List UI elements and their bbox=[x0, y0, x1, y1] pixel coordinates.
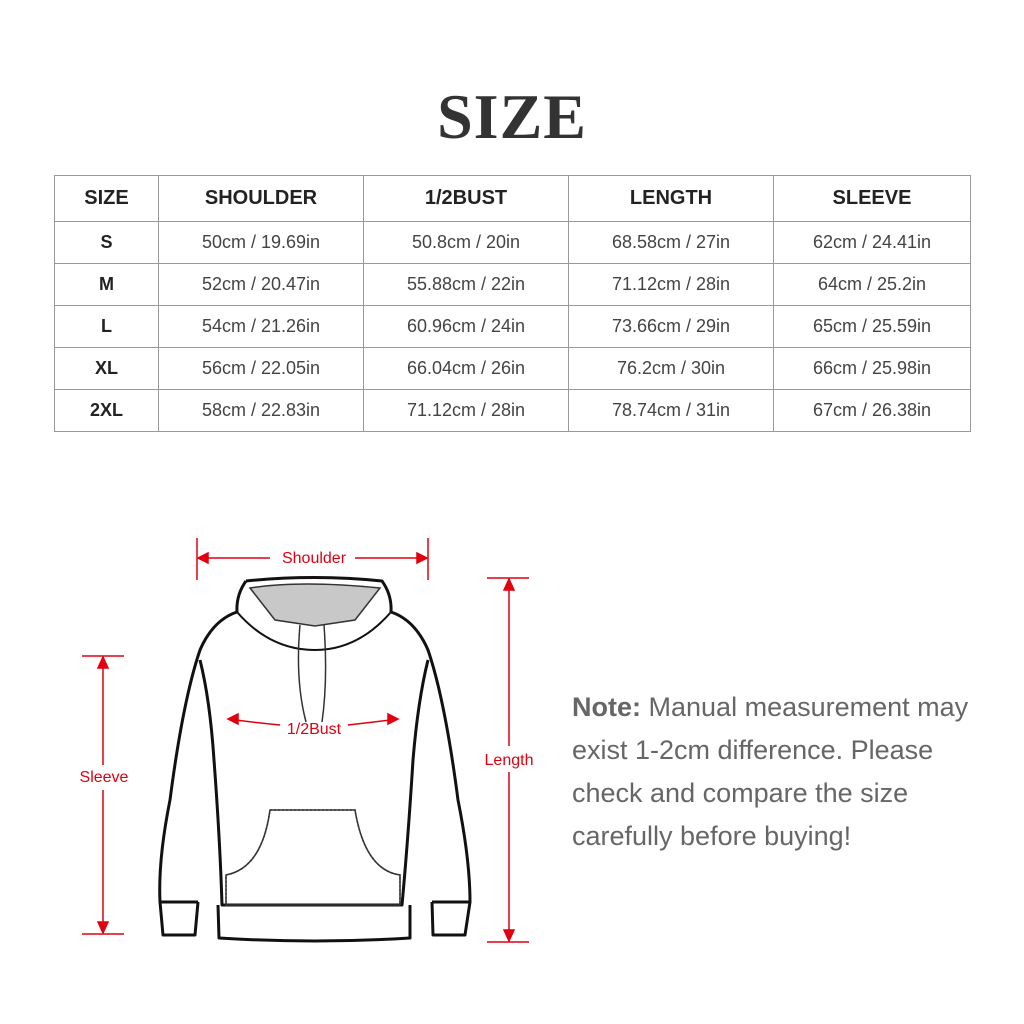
size-cell: S bbox=[54, 221, 159, 264]
note-text: Manual measurement may exist 1-2cm diffe… bbox=[572, 692, 969, 851]
measure-cell: 66cm / 25.98in bbox=[773, 347, 971, 390]
table-row: S 50cm / 19.69in 50.8cm / 20in 68.58cm / 27… bbox=[54, 221, 971, 264]
header-size: SIZE bbox=[54, 175, 159, 222]
hoodie-outline-icon bbox=[158, 576, 472, 943]
header-shoulder: SHOULDER bbox=[158, 175, 364, 222]
size-cell: 2XL bbox=[54, 389, 159, 432]
hood-lining bbox=[248, 583, 382, 627]
measure-lines bbox=[82, 538, 529, 943]
pocket bbox=[225, 809, 401, 906]
table-row: M 52cm / 20.47in 55.88cm / 22in 71.12cm / 2… bbox=[54, 263, 971, 306]
pocket-outline bbox=[225, 809, 401, 906]
table-header-row: SIZE SHOULDER 1/2BUST LENGTH SLEEVE bbox=[54, 175, 971, 222]
page-title: SIZE bbox=[437, 81, 587, 152]
drawstring-right bbox=[321, 624, 327, 723]
table-row: L 54cm / 21.26in 60.96cm / 24in 73.66cm / 2… bbox=[54, 305, 971, 348]
measure-cell: 68.58cm / 27in bbox=[568, 221, 774, 264]
measure-cell: 55.88cm / 22in bbox=[363, 263, 569, 306]
sleeve-label: Sleeve bbox=[80, 769, 129, 786]
measure-cell: 58cm / 22.83in bbox=[158, 389, 364, 432]
table-row: 2XL 58cm / 22.83in 71.12cm / 28in 78.74cm /… bbox=[54, 389, 971, 432]
length-label: Length bbox=[485, 752, 534, 769]
shoulder-label: Shoulder bbox=[282, 550, 347, 567]
measure-cell: 73.66cm / 29in bbox=[568, 305, 774, 348]
measure-cell: 56cm / 22.05in bbox=[158, 347, 364, 390]
measure-cell: 54cm / 21.26in bbox=[158, 305, 364, 348]
measure-cell: 71.12cm / 28in bbox=[363, 389, 569, 432]
drawstring-left bbox=[297, 624, 307, 723]
measure-cell: 67cm / 26.38in bbox=[773, 389, 971, 432]
measure-cell: 52cm / 20.47in bbox=[158, 263, 364, 306]
size-cell: M bbox=[54, 263, 159, 306]
measure-cell: 71.12cm / 28in bbox=[568, 263, 774, 306]
measure-cell: 65cm / 25.59in bbox=[773, 305, 971, 348]
note: Note: Manual measurement may exist 1-2cm… bbox=[572, 686, 972, 858]
measure-cell: 50cm / 19.69in bbox=[158, 221, 364, 264]
size-table: SIZE SHOULDER 1/2BUST LENGTH SLEEVE S 50c… bbox=[54, 175, 971, 432]
bust-label: 1/2Bust bbox=[287, 721, 342, 738]
header-bust: 1/2BUST bbox=[363, 175, 569, 222]
header-sleeve: SLEEVE bbox=[773, 175, 971, 222]
size-cell: L bbox=[54, 305, 159, 348]
note-label: Note: bbox=[572, 692, 641, 722]
table-row: XL 56cm / 22.05in 66.04cm / 26in 76.2cm / 3… bbox=[54, 347, 971, 390]
measure-cell: 78.74cm / 31in bbox=[568, 389, 774, 432]
measure-cell: 62cm / 24.41in bbox=[773, 221, 971, 264]
measure-cell: 64cm / 25.2in bbox=[773, 263, 971, 306]
